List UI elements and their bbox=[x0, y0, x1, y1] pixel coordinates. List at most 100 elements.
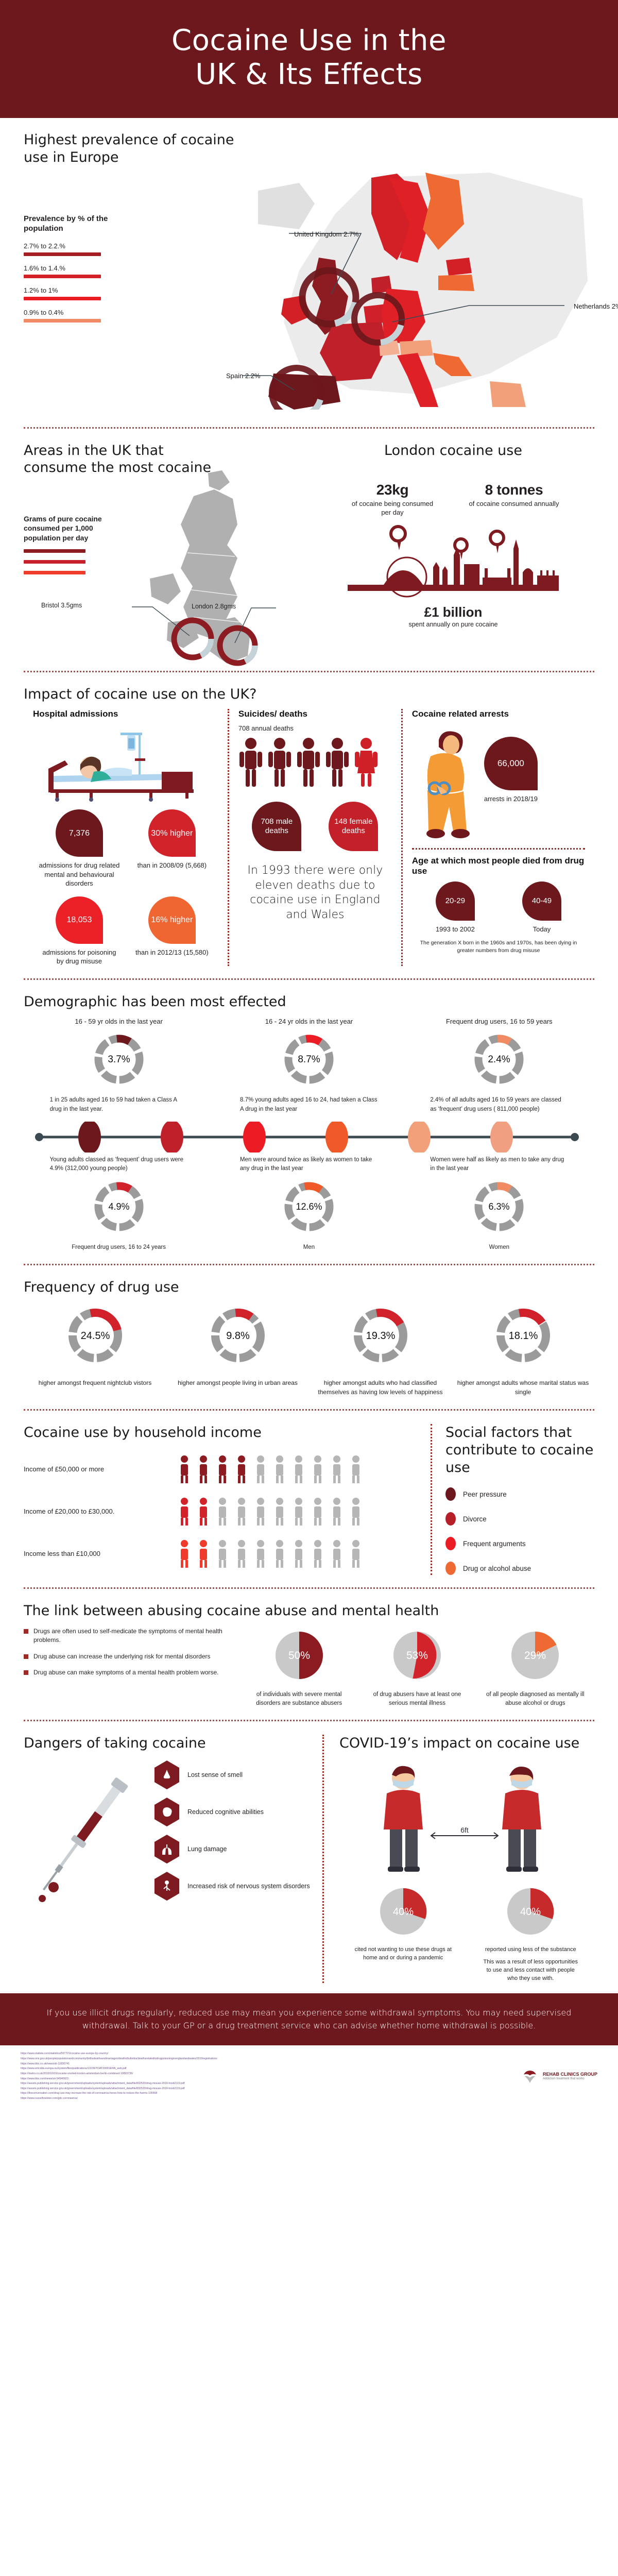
frequency-item: 19.3% higher amongst adults who had clas… bbox=[314, 1303, 448, 1397]
hospital-heading: Hospital admissions bbox=[33, 709, 118, 719]
svg-text:53%: 53% bbox=[406, 1650, 428, 1662]
bullet-text: Drug abuse can make symptoms of a mental… bbox=[33, 1669, 219, 1676]
1993-deaths-quote: In 1993 there were only eleven deaths du… bbox=[247, 864, 383, 922]
stat-caption: of drug abusers have at least one seriou… bbox=[373, 1691, 461, 1706]
square-bullet-icon bbox=[24, 1670, 28, 1675]
uk-areas-block: Areas in the UK that consume the most co… bbox=[24, 442, 312, 666]
distance-label: 6ft bbox=[460, 1826, 469, 1834]
source-link[interactable]: https://www.russelhoelster.com/gdc-coron… bbox=[21, 2097, 78, 2100]
people-pictogram bbox=[178, 1455, 369, 1484]
danger-label: Increased risk of nervous system disorde… bbox=[187, 1882, 310, 1890]
svg-text:29%: 29% bbox=[524, 1650, 546, 1662]
source-link[interactable]: https://metro.co.uk/2019/10/10/cocaine-s… bbox=[21, 2072, 133, 2075]
uk-map-svg bbox=[132, 470, 276, 666]
frequency-caption: higher amongst frequent nightclub vistor… bbox=[38, 1379, 152, 1387]
svg-text:18.1%: 18.1% bbox=[508, 1330, 538, 1342]
age-value: 20-29 bbox=[435, 882, 475, 921]
source-link[interactable]: https://www.bbc.com/news/uk-54540823 bbox=[21, 2077, 68, 2080]
svg-text:2.4%: 2.4% bbox=[488, 1054, 510, 1065]
frequency-caption: higher amongst adults whose marital stat… bbox=[457, 1379, 589, 1396]
bullet-dot-icon bbox=[445, 1537, 456, 1551]
stat-caption: of cocaine consumed annually bbox=[469, 500, 559, 508]
sources-block: https://www.statista.com/statistics/5977… bbox=[0, 2045, 618, 2106]
demo-note: Women were half as likely as men to take… bbox=[430, 1156, 564, 1172]
dangers-block: Dangers of taking cocaine bbox=[24, 1735, 322, 1983]
pie-chart-29: 29% bbox=[511, 1632, 559, 1680]
age-caption: Today bbox=[533, 925, 551, 934]
divider bbox=[24, 1587, 594, 1589]
mental-health-stat: 50% of individuals with severe mental di… bbox=[248, 1627, 351, 1707]
source-link[interactable]: https://www.bbc.co.uk/news/uk-11830741 bbox=[21, 2062, 70, 2065]
divider bbox=[24, 1264, 594, 1266]
demographic-title: Demographic has been most effected bbox=[24, 994, 286, 1010]
title-line-1: Cocaine Use in the bbox=[171, 24, 447, 57]
donut-chart-3-7: 3.7% bbox=[94, 1035, 144, 1084]
rehab-clinics-logo-icon bbox=[524, 2070, 536, 2083]
demo-note: Young adults classed as ‘frequent’ drug … bbox=[49, 1156, 183, 1172]
danger-item: Lung damage bbox=[152, 1835, 310, 1864]
label-london: London 2.8gms bbox=[192, 602, 236, 610]
income-label: Income of £50,000 or more bbox=[24, 1465, 105, 1473]
source-link[interactable]: https://assets.publishing.service.gov.uk… bbox=[21, 2087, 185, 2090]
brand-logo[interactable]: REHAB CLINICS GROUP Addiction treatment … bbox=[521, 2068, 597, 2086]
donut-caption: Women bbox=[489, 1244, 510, 1251]
teardrop-value: 708 male deaths bbox=[252, 802, 302, 852]
frequency-item: 9.8% higher amongst people living in urb… bbox=[171, 1303, 305, 1397]
grams-swatch bbox=[24, 571, 85, 575]
legend-row: 1.2% to 1% bbox=[24, 286, 134, 300]
hospital-stat: 18,053 admissions for poisoning by drug … bbox=[38, 896, 121, 966]
bullet-dot-icon bbox=[445, 1562, 456, 1575]
grams-legend-title: Grams of pure cocaine consumed per 1,000… bbox=[24, 514, 102, 543]
source-link[interactable]: https://theconversation.com/drug-use-may… bbox=[21, 2092, 158, 2095]
frequency-item: 18.1% higher amongst adults whose marita… bbox=[456, 1303, 590, 1397]
covid-caption: reported using less of the substance bbox=[485, 1946, 576, 1953]
source-link[interactable]: https://www.ons.gov.uk/peoplepopulationa… bbox=[21, 2057, 217, 2061]
stat-caption: of all people diagnosed as mentally ill … bbox=[486, 1691, 585, 1706]
mental-health-bullets: Drugs are often used to self-medicate th… bbox=[24, 1627, 240, 1707]
demo-note: 8.7% young adults aged 16 to 24, had tak… bbox=[239, 1096, 377, 1112]
stat-caption: of individuals with severe mental disord… bbox=[256, 1691, 342, 1706]
svg-text:8.7%: 8.7% bbox=[298, 1054, 320, 1065]
teardrop-value: 148 female deaths bbox=[329, 802, 379, 852]
teardrop-value: 30% higher bbox=[148, 809, 196, 857]
europe-map: United Kingdom 2.7% Netherlands 2% Spain… bbox=[140, 172, 618, 415]
source-link[interactable]: https://www.statista.com/statistics/5977… bbox=[21, 2052, 109, 2056]
mental-health-stat: 53% of drug abusers have at least one se… bbox=[366, 1627, 469, 1707]
covid-title: COVID-19’s impact on cocaine use bbox=[339, 1735, 580, 1752]
pie-chart-53: 53% bbox=[393, 1632, 441, 1680]
legend-row: 0.9% to 0.4% bbox=[24, 309, 134, 323]
female-deaths-stat: 148 female deaths bbox=[320, 802, 387, 852]
lungs-icon bbox=[154, 1835, 180, 1864]
covid-caption: cited not wanting to use these drugs at … bbox=[354, 1946, 452, 1961]
demographic-timeline bbox=[24, 1117, 594, 1154]
legend-label: 0.9% to 0.4% bbox=[24, 308, 64, 316]
divider bbox=[24, 978, 594, 980]
demo-top-item: 16 - 24 yr olds in the last year 8.7% bbox=[232, 1017, 386, 1094]
donut-chart-2-4: 2.4% bbox=[474, 1035, 524, 1084]
social-factors-block: Social factors that contribute to cocain… bbox=[431, 1424, 594, 1575]
source-link[interactable]: https://www.emcdda.europa.eu/system/file… bbox=[21, 2067, 127, 2071]
demo-bottom-item: 12.6% Men bbox=[232, 1177, 386, 1251]
demo-label: 16 - 24 yr olds in the last year bbox=[265, 1017, 353, 1025]
source-link[interactable]: https://assets.publishing.service.gov.uk… bbox=[21, 2082, 185, 2086]
timeline-svg bbox=[35, 1117, 579, 1154]
mental-health-title: The link between abusing cocaine abuse a… bbox=[24, 1603, 439, 1619]
footer-advice-banner: If you use illicit drugs regularly, redu… bbox=[0, 1993, 618, 2046]
demo-note: Men were around twice as likely as women… bbox=[239, 1156, 372, 1172]
age-death-heading: Age at which most people died from drug … bbox=[411, 856, 585, 876]
teardrop-caption: than in 2008/09 (5,668) bbox=[137, 861, 207, 870]
annual-deaths-label: 708 annual deaths bbox=[238, 724, 294, 733]
danger-label: Lost sense of smell bbox=[187, 1771, 243, 1778]
bullet-text: Drug abuse can increase the underlying r… bbox=[33, 1652, 211, 1660]
svg-text:50%: 50% bbox=[288, 1650, 310, 1662]
nervous-system-icon bbox=[154, 1872, 180, 1901]
uk-grams-legend: Grams of pure cocaine consumed per 1,000… bbox=[24, 514, 122, 582]
svg-text:40%: 40% bbox=[520, 1906, 541, 1918]
donut-caption: Men bbox=[303, 1244, 315, 1251]
frequency-title: Frequency of drug use bbox=[24, 1279, 179, 1296]
age-stat: 40-49 Today bbox=[506, 882, 578, 934]
grams-swatch bbox=[24, 549, 85, 553]
bullet-dot-icon bbox=[445, 1512, 456, 1526]
donut-chart-6-3: 6.3% bbox=[474, 1182, 524, 1231]
london-block: London cocaine use 23kg of cocaine being… bbox=[312, 442, 594, 658]
